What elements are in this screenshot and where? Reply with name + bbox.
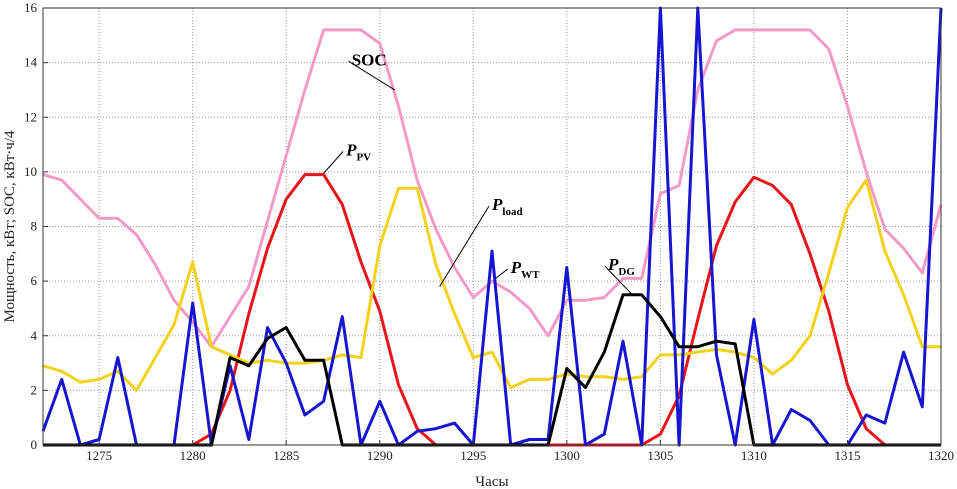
- series-line-load: [42, 178, 941, 392]
- y-tick-label: 10: [24, 164, 37, 179]
- y-tick-label: 16: [24, 0, 38, 15]
- y-tick-label: 6: [31, 273, 38, 288]
- y-tick-label: 12: [24, 109, 37, 124]
- x-axis-label: Часы: [475, 474, 508, 489]
- grid-lines: [43, 7, 942, 446]
- x-tick-label: 1285: [273, 448, 299, 463]
- x-tick-label: 1290: [367, 448, 393, 463]
- x-tick-label: 1295: [460, 448, 486, 463]
- x-tick-label: 1300: [554, 448, 580, 463]
- annotation-leader-pv: [323, 151, 344, 174]
- annotation-leader-wt: [495, 268, 509, 279]
- y-tick-label: 8: [31, 219, 38, 234]
- annotation-load: Pload: [491, 195, 523, 218]
- x-tick-label: 1320: [928, 448, 954, 463]
- y-tick-label: 4: [31, 328, 38, 343]
- y-tick-label: 14: [24, 55, 38, 70]
- annotation-leader-soc: [348, 60, 395, 91]
- series-layer: [41, 6, 943, 447]
- x-tick-label: 1310: [741, 448, 767, 463]
- y-axis-label: Мощность, кВт; SOC, кВт·ч/4: [2, 130, 18, 322]
- annotations: SOC PPV Pload PWT PDG: [323, 50, 635, 296]
- tick-labels: 1275 1280 1285 1290 1295 1300 1305 1310 1315 1320…: [24, 0, 954, 463]
- series-line-wt: [41, 6, 943, 447]
- x-tick-label: 1275: [86, 448, 112, 463]
- y-tick-label: 0: [31, 437, 38, 452]
- annotation-leader-dg: [604, 265, 633, 296]
- annotation-dg: PDG: [607, 255, 635, 278]
- x-tick-label: 1280: [180, 448, 206, 463]
- series-line-soc: [42, 28, 943, 349]
- x-tick-label: 1315: [834, 448, 860, 463]
- annotation-soc: SOC: [352, 50, 387, 69]
- y-tick-label: 2: [31, 382, 38, 397]
- annotation-pv: PPV: [345, 140, 371, 163]
- annotation-wt: PWT: [510, 258, 540, 281]
- annotation-leader-load: [439, 205, 490, 287]
- x-tick-label: 1305: [647, 448, 673, 463]
- plot-frame: [42, 7, 942, 446]
